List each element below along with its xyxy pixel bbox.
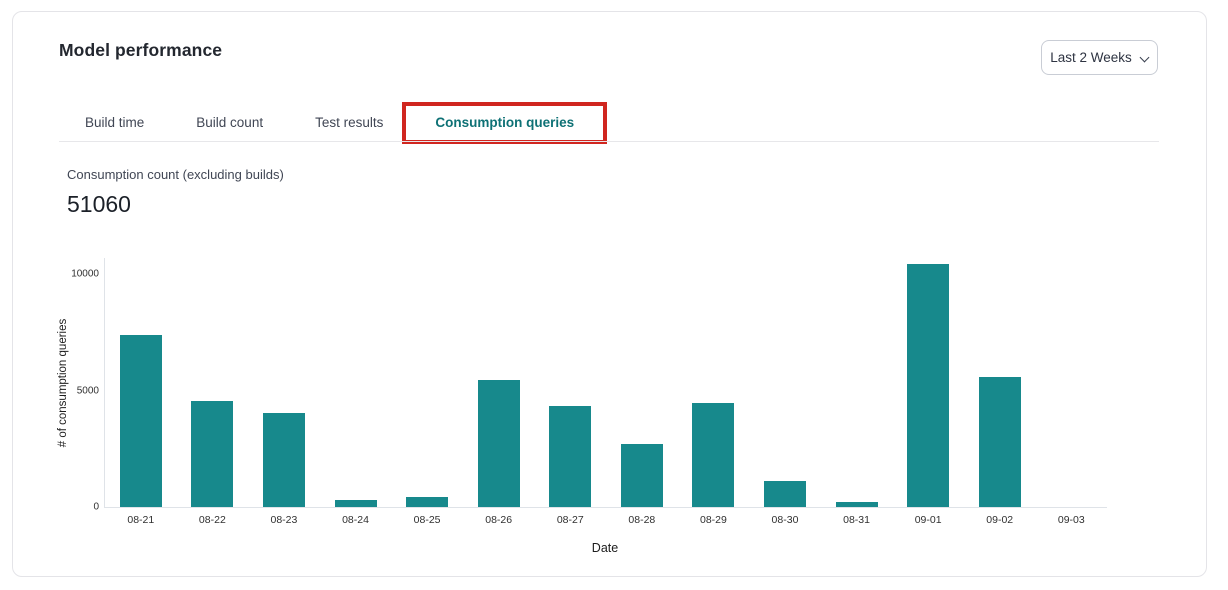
tab-label: Consumption queries [435, 114, 575, 130]
tab-label: Test results [315, 114, 384, 130]
x-tick-label: 08-28 [628, 514, 656, 526]
x-tick-label: 08-24 [342, 514, 369, 526]
bar-08-26 [477, 380, 520, 507]
x-tick-label: 09-03 [1057, 514, 1085, 526]
bar-08-31 [835, 502, 878, 507]
bar-slot-08-31: 08-31 [821, 258, 893, 526]
bar-slot-08-24: 08-24 [320, 258, 392, 526]
model-performance-card: Model performance Last 2 Weeks Build tim… [12, 11, 1207, 577]
tab-test-results[interactable]: Test results [289, 103, 409, 141]
chevron-down-icon [1141, 52, 1149, 60]
bar-09-02 [978, 376, 1021, 507]
bar-slot-08-25: 08-25 [391, 258, 463, 526]
bar-slot-08-22: 08-22 [177, 258, 249, 526]
y-tick-label: 5000 [76, 385, 99, 397]
tab-build-time[interactable]: Build time [59, 103, 170, 141]
x-tick-label: 08-27 [556, 514, 584, 526]
bar-08-23 [262, 412, 305, 507]
bar-08-22 [191, 401, 234, 507]
tabs-divider [59, 141, 1159, 142]
y-tick-label: 0 [93, 501, 99, 513]
metric-value: 51060 [67, 191, 131, 217]
time-range-dropdown[interactable]: Last 2 Weeks [1041, 40, 1158, 75]
tab-consumption-queries[interactable]: Consumption queries [402, 102, 608, 144]
bar-slot-08-30: 08-30 [749, 258, 821, 526]
time-range-value: Last 2 Weeks [1050, 50, 1132, 65]
tab-bar: Build time Build count Test results Cons… [59, 102, 608, 144]
y-axis-title: # of consumption queries [57, 318, 69, 448]
x-tick-label: 08-22 [198, 514, 226, 526]
x-tick-label: 08-21 [127, 514, 155, 526]
bar-slot-08-29: 08-29 [678, 258, 750, 526]
x-tick-label: 09-01 [914, 514, 942, 526]
bar-slot-09-02: 09-02 [964, 258, 1036, 526]
x-tick-label: 09-02 [986, 514, 1014, 526]
x-tick-label: 08-26 [485, 514, 513, 526]
plot-area: 0 5000 10000 08-21 08-22 08-23 08-24 08-25 08-26… [71, 258, 1108, 526]
bar-slot-08-23: 08-23 [248, 258, 320, 526]
bar-08-21 [119, 334, 162, 507]
bar-slot-08-26: 08-26 [463, 258, 535, 526]
x-tick-label: 08-23 [270, 514, 298, 526]
x-axis-title: Date [591, 541, 619, 555]
bar-slot-08-27: 08-27 [534, 258, 606, 526]
bar-09-01 [907, 263, 950, 507]
tab-build-count[interactable]: Build count [170, 103, 289, 141]
bar-slot-09-03: 09-03 [1036, 258, 1108, 526]
bar-08-30 [763, 480, 806, 507]
bar-08-27 [549, 405, 592, 507]
bar-slot-08-21: 08-21 [105, 258, 177, 526]
x-tick-label: 08-31 [843, 514, 870, 526]
tab-label: Build time [85, 114, 145, 130]
x-tick-label: 08-29 [699, 514, 727, 526]
bar-08-29 [692, 403, 735, 507]
tab-label: Build count [196, 114, 264, 130]
x-tick-label: 08-25 [413, 514, 441, 526]
bar-slot-08-28: 08-28 [606, 258, 678, 526]
metric-label: Consumption count (excluding builds) [67, 167, 284, 182]
y-tick-label: 10000 [71, 268, 99, 280]
page-title: Model performance [59, 40, 223, 60]
bar-slot-09-01: 09-01 [892, 258, 964, 526]
bar-08-28 [620, 444, 663, 507]
bar-08-25 [406, 497, 449, 507]
bar-08-24 [334, 500, 377, 507]
x-tick-label: 08-30 [771, 514, 799, 526]
